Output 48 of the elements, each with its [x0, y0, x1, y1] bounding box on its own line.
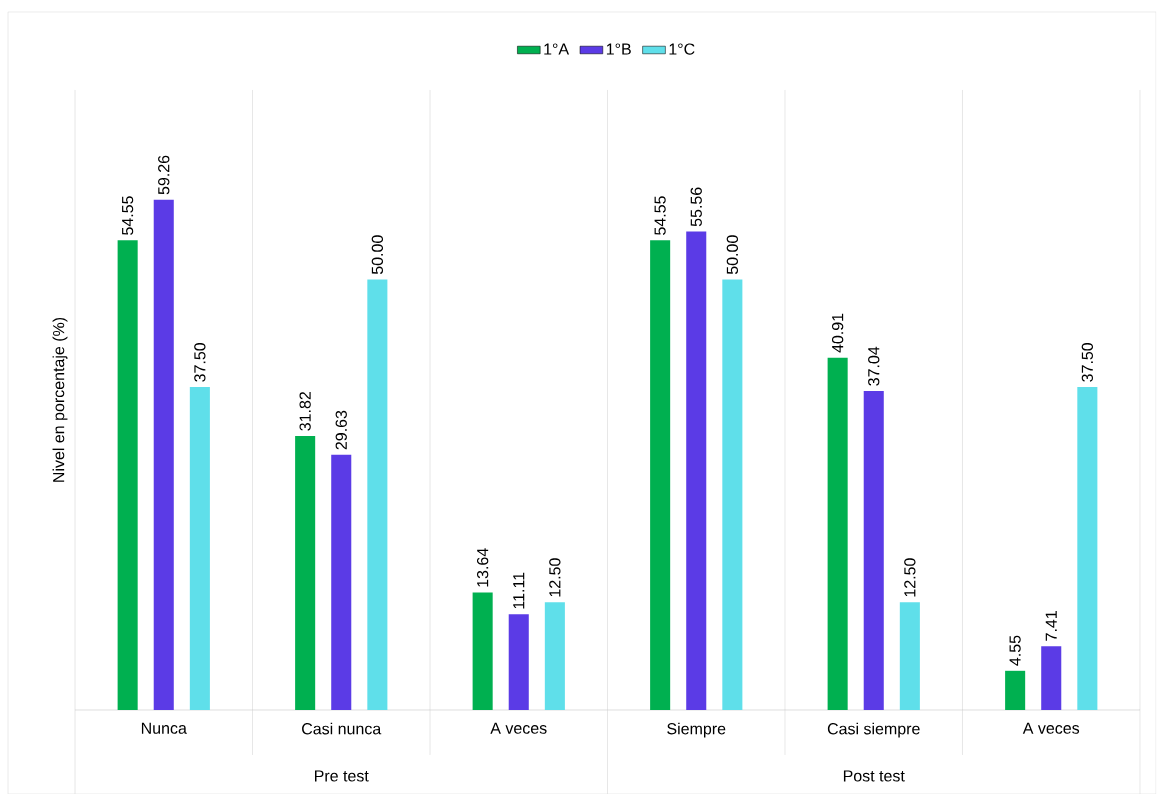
bar — [117, 240, 138, 710]
x-tick-label: Siempre — [667, 722, 726, 738]
legend-label: 1°A — [544, 43, 570, 55]
data-label: 11.11 — [513, 572, 525, 609]
data-label: 50.00 — [371, 235, 384, 274]
bar — [508, 614, 529, 710]
text: Post test — [843, 770, 905, 782]
y-axis-title: Nivel en porcentaje (%) — [52, 317, 68, 482]
bar — [1005, 670, 1026, 710]
data-label: 37.50 — [194, 342, 206, 382]
bar — [650, 240, 671, 710]
x-tick-label: Casi siempre — [827, 722, 920, 738]
data-label: 40.91 — [831, 313, 844, 353]
bar — [1077, 386, 1098, 710]
data-label: 12.50 — [904, 558, 916, 597]
legend-label: 1°C — [669, 43, 695, 55]
x-tick-label: A veces — [1022, 722, 1080, 734]
bar — [153, 199, 174, 710]
legend-label: 1°B — [606, 43, 631, 55]
bar — [295, 435, 316, 710]
x-tick-label: Nunca — [141, 722, 187, 734]
data-label: 54.55 — [122, 196, 134, 235]
data-label: 12.50 — [549, 558, 561, 597]
data-label: 13.64 — [476, 548, 489, 587]
bar — [1041, 646, 1062, 710]
bar — [331, 454, 352, 710]
data-label: 59.26 — [158, 155, 170, 195]
data-label: 4.55 — [1009, 635, 1021, 666]
data-label: 54.55 — [654, 196, 666, 235]
data-label: 55.56 — [690, 187, 702, 227]
data-label: 7.41 — [1045, 610, 1057, 641]
bar — [722, 279, 743, 710]
data-label: 37.04 — [868, 346, 880, 386]
data-label: 31.82 — [299, 391, 311, 431]
data-label: 37.50 — [1081, 342, 1093, 382]
text: Pre test — [315, 770, 369, 782]
data-label: 50.00 — [726, 235, 738, 274]
x-tick-label: A veces — [490, 722, 547, 734]
bar — [472, 592, 493, 710]
data-label: 29.63 — [335, 410, 347, 450]
bar — [367, 279, 388, 710]
bar — [863, 390, 884, 710]
x-tick-label: Casi nunca — [302, 722, 382, 735]
bar — [544, 602, 565, 710]
bar — [189, 386, 210, 710]
bar — [827, 357, 848, 710]
bar — [686, 231, 707, 710]
bar — [899, 602, 920, 710]
